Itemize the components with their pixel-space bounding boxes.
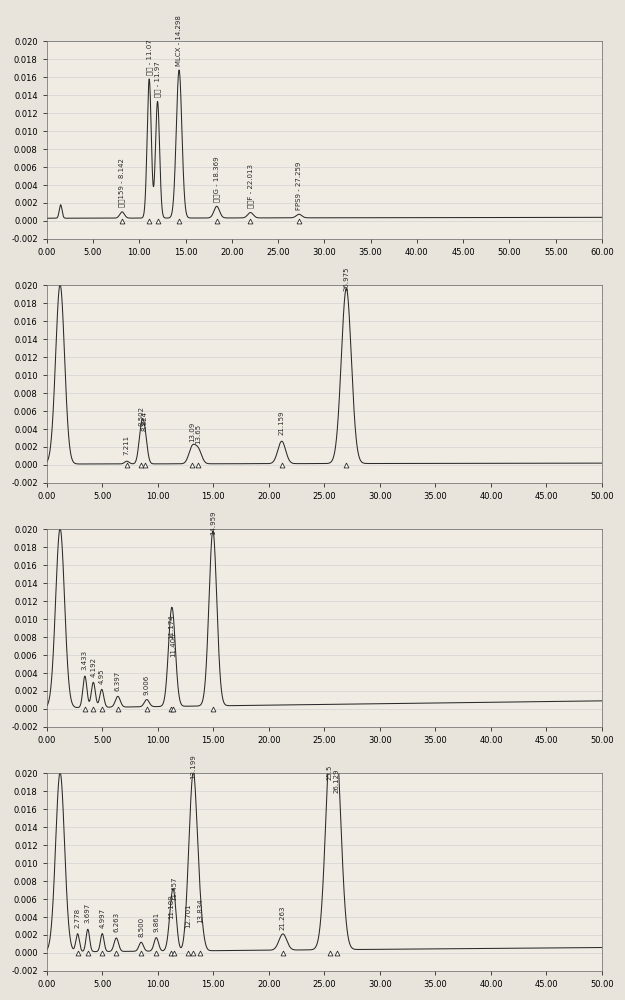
- Text: 杂质F - 22.013: 杂质F - 22.013: [247, 164, 254, 208]
- Text: 4.192: 4.192: [91, 657, 96, 677]
- Text: 9.006: 9.006: [144, 674, 150, 695]
- Text: 7.211: 7.211: [124, 435, 130, 455]
- Text: 12.701: 12.701: [185, 903, 191, 928]
- Text: 4.95: 4.95: [99, 668, 105, 684]
- Text: 8.500: 8.500: [138, 917, 144, 937]
- Text: 11.457: 11.457: [171, 876, 177, 901]
- Text: 26.975: 26.975: [343, 266, 349, 291]
- Text: 8.824: 8.824: [142, 411, 148, 431]
- Text: 3.433: 3.433: [82, 650, 88, 670]
- Text: 11.174: 11.174: [168, 614, 174, 639]
- Text: 11.406: 11.406: [171, 632, 176, 657]
- Text: 6.263: 6.263: [113, 912, 119, 932]
- Text: 氟哌 - 11.97: 氟哌 - 11.97: [154, 61, 161, 97]
- Text: MLCX - 14.298: MLCX - 14.298: [176, 15, 182, 66]
- Text: 26.129: 26.129: [334, 769, 340, 793]
- Text: 2.778: 2.778: [74, 908, 81, 928]
- Text: 3.697: 3.697: [85, 903, 91, 923]
- Text: 14.959: 14.959: [210, 510, 216, 535]
- Text: 25.5: 25.5: [327, 764, 333, 780]
- Text: 21.159: 21.159: [279, 411, 285, 435]
- Text: 13.834: 13.834: [198, 899, 203, 923]
- Text: 6.397: 6.397: [115, 671, 121, 691]
- Text: 21.263: 21.263: [280, 905, 286, 930]
- Text: 13.09: 13.09: [189, 421, 195, 442]
- Text: 4.997: 4.997: [99, 908, 105, 928]
- Text: 11.189: 11.189: [168, 894, 174, 919]
- Text: 8.502: 8.502: [138, 406, 144, 426]
- Text: 13.65: 13.65: [196, 424, 201, 444]
- Text: 9.861: 9.861: [153, 912, 159, 932]
- Text: 杂质159 - 8.142: 杂质159 - 8.142: [119, 159, 126, 207]
- Text: 13.199: 13.199: [191, 754, 196, 779]
- Text: FPS9 - 27.259: FPS9 - 27.259: [296, 162, 302, 210]
- Text: 杂质G - 18.369: 杂质G - 18.369: [214, 156, 220, 202]
- Text: 氟哌 - 11.07: 氟哌 - 11.07: [146, 39, 152, 75]
